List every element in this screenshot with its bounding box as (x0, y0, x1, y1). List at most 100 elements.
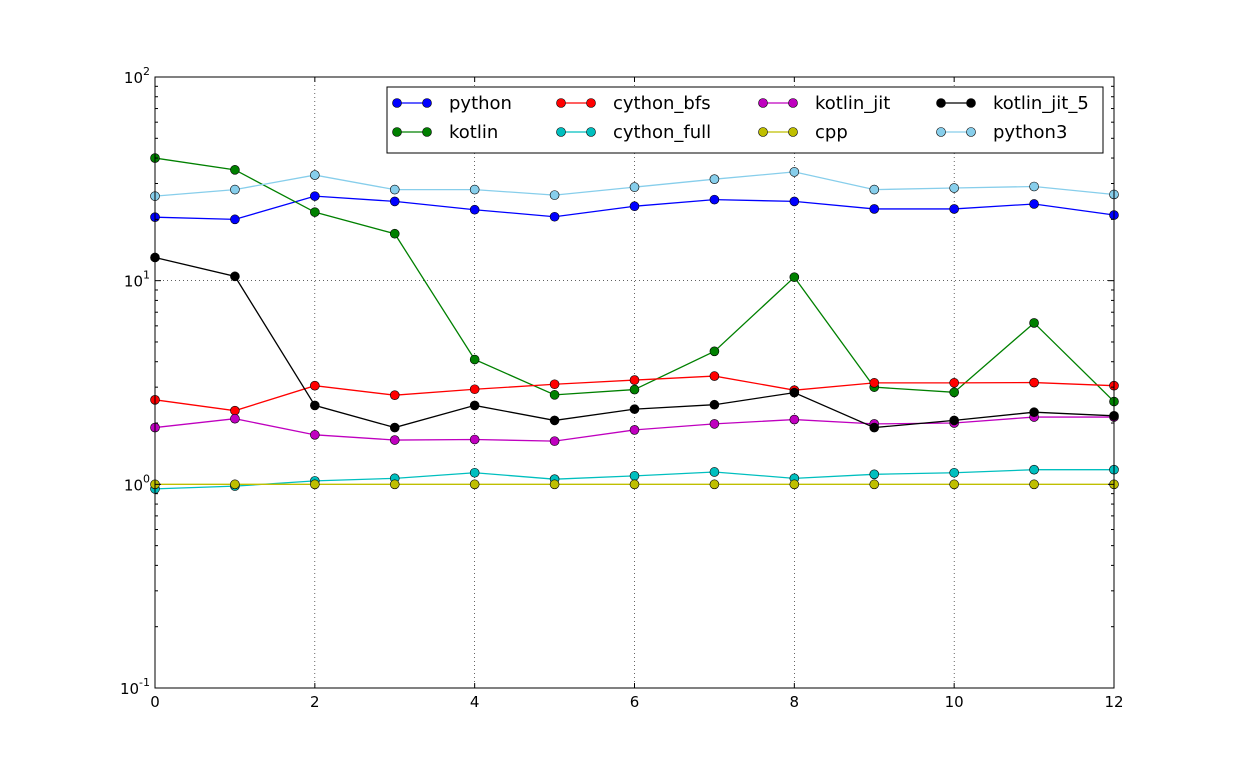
x-tick-label: 10 (945, 693, 964, 711)
data-point-python3 (389, 184, 400, 195)
legend-marker (556, 98, 566, 108)
data-point-kotlin_jit (310, 430, 320, 440)
legend-label: cpp (815, 122, 848, 143)
data-point-python3 (709, 174, 720, 184)
data-point-kotlin_jit_5 (869, 422, 880, 433)
x-tick-label: 8 (790, 693, 800, 711)
data-point-cpp (549, 479, 560, 490)
data-point-kotlin (709, 346, 720, 357)
data-point-python (869, 204, 880, 214)
data-point-kotlin_jit (549, 436, 560, 446)
data-point-kotlin_jit_5 (549, 415, 560, 426)
legend: python kotlin cython_bfs cython_full kotlin_… (386, 86, 1104, 154)
legend-label: cython_bfs (613, 93, 711, 114)
data-point-python (230, 214, 240, 225)
legend-label: kotlin_jit (815, 93, 890, 114)
data-point-kotlin_jit_5 (629, 404, 640, 414)
legend-item-kotlin_jit: kotlin_jit (758, 93, 890, 114)
data-point-python3 (230, 184, 240, 195)
data-point-python3 (310, 170, 320, 180)
series-layer (150, 153, 1119, 494)
data-point-kotlin_jit_5 (310, 400, 320, 411)
legend-marker (966, 98, 976, 108)
x-tick-label: 6 (630, 693, 640, 711)
legend-label: kotlin_jit_5 (993, 93, 1089, 114)
data-point-cython_full (949, 467, 959, 478)
data-point-cython_bfs (1029, 377, 1039, 388)
y-tick-label: 100 (124, 472, 150, 494)
legend-marker (586, 127, 596, 137)
data-point-cython_bfs (709, 371, 720, 381)
data-point-python (709, 194, 720, 205)
legend-item-python: python (392, 93, 512, 114)
legend-frame (386, 86, 1104, 154)
data-point-python3 (469, 184, 480, 195)
legend-label: cython_full (613, 122, 711, 143)
data-point-cython_bfs (310, 380, 320, 391)
data-point-cpp (469, 479, 480, 490)
data-point-cpp (310, 479, 320, 490)
series-kotlin (150, 153, 1119, 407)
data-point-python3 (629, 182, 640, 192)
data-point-cpp (949, 479, 959, 490)
x-tick-label: 4 (470, 693, 480, 711)
series-python (150, 191, 1119, 225)
data-point-kotlin (469, 354, 480, 365)
y-tick-label: 102 (124, 65, 150, 87)
legend-marker (586, 98, 596, 108)
data-point-python (629, 201, 640, 212)
legend-marker (936, 98, 946, 108)
data-point-cython_bfs (949, 378, 959, 388)
data-point-cpp (869, 479, 880, 490)
legend-marker (392, 98, 402, 108)
data-point-cython_full (869, 469, 880, 480)
data-point-python (1029, 199, 1039, 209)
data-point-kotlin_jit (709, 419, 720, 429)
data-point-python (789, 196, 800, 207)
data-point-cython_bfs (469, 384, 480, 395)
data-point-kotlin_jit_5 (789, 387, 800, 398)
legend-marker (422, 127, 432, 137)
data-point-kotlin_jit_5 (949, 415, 959, 426)
legend-marker (422, 98, 432, 108)
data-point-cpp (1029, 479, 1039, 490)
data-point-kotlin (310, 207, 320, 217)
data-point-kotlin_jit (789, 414, 800, 425)
data-point-cython_full (1029, 464, 1039, 475)
legend-label: kotlin (449, 122, 498, 143)
data-point-kotlin (549, 390, 560, 400)
legend-marker (966, 127, 976, 137)
data-point-kotlin_jit (629, 425, 640, 435)
legend-item-cython_full: cython_full (556, 122, 711, 143)
legend-label: python (449, 93, 512, 114)
data-point-kotlin (949, 387, 959, 398)
data-point-kotlin (629, 384, 640, 395)
legend-marker (392, 127, 402, 137)
x-tick-label: 2 (310, 693, 320, 711)
data-point-cython_full (469, 467, 480, 478)
axis-ticks: 0 2 4 6 8 10 12 10-1 100 101 102 (120, 65, 1124, 711)
legend-marker (758, 98, 768, 108)
series-python3 (150, 167, 1119, 201)
y-tick-label: 10-1 (120, 676, 150, 698)
data-point-kotlin (389, 228, 400, 239)
data-point-python (549, 211, 560, 222)
data-point-cpp (789, 479, 800, 490)
legend-marker (556, 127, 566, 137)
data-point-python3 (789, 167, 800, 177)
data-point-python (949, 204, 959, 214)
data-point-kotlin_jit_5 (230, 271, 240, 282)
data-point-cython_bfs (869, 378, 880, 388)
data-point-kotlin (230, 165, 240, 175)
data-point-cpp (709, 479, 720, 490)
data-point-cython_full (709, 467, 720, 477)
legend-item-kotlin: kotlin (392, 122, 498, 143)
legend-item-cpp: cpp (758, 122, 848, 143)
data-point-kotlin_jit_5 (469, 400, 480, 411)
data-point-cython_bfs (389, 390, 400, 400)
data-point-cpp (629, 479, 640, 490)
x-tick-label: 0 (150, 693, 160, 711)
data-point-kotlin_jit (230, 413, 240, 424)
data-point-python (310, 191, 320, 201)
